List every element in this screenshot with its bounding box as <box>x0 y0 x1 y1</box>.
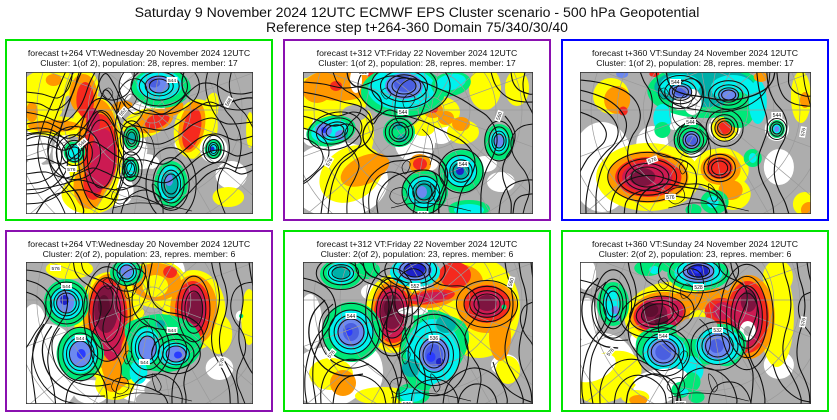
svg-text:528: 528 <box>694 285 703 291</box>
svg-text:552: 552 <box>118 107 128 117</box>
svg-text:576: 576 <box>218 357 226 367</box>
svg-text:576: 576 <box>676 402 685 404</box>
svg-text:576: 576 <box>800 317 807 326</box>
svg-text:544: 544 <box>459 162 468 168</box>
svg-text:544: 544 <box>76 336 84 342</box>
svg-text:544: 544 <box>78 138 88 148</box>
svg-text:544: 544 <box>168 328 176 334</box>
svg-text:576: 576 <box>67 167 75 173</box>
svg-text:576: 576 <box>52 266 60 272</box>
svg-text:544: 544 <box>62 284 70 290</box>
svg-text:576: 576 <box>606 347 616 357</box>
svg-text:544: 544 <box>659 334 668 340</box>
svg-text:532: 532 <box>713 328 722 334</box>
svg-text:552: 552 <box>411 284 420 290</box>
svg-text:576: 576 <box>800 127 807 136</box>
svg-text:560: 560 <box>508 277 516 287</box>
svg-text:544: 544 <box>168 78 176 84</box>
svg-text:568: 568 <box>224 97 233 107</box>
svg-text:544: 544 <box>686 120 695 126</box>
svg-text:544: 544 <box>671 80 680 86</box>
svg-text:576: 576 <box>327 349 337 359</box>
svg-text:576: 576 <box>325 157 334 167</box>
svg-text:544: 544 <box>773 113 782 119</box>
svg-text:560: 560 <box>496 111 505 121</box>
svg-text:552: 552 <box>359 72 368 76</box>
svg-text:544: 544 <box>399 110 408 116</box>
svg-text:576: 576 <box>419 212 428 214</box>
svg-text:576: 576 <box>648 156 658 165</box>
svg-text:544: 544 <box>140 360 148 366</box>
svg-text:576: 576 <box>666 195 675 201</box>
svg-text:576: 576 <box>403 402 412 404</box>
svg-text:544: 544 <box>347 314 356 320</box>
svg-text:536: 536 <box>430 336 439 342</box>
